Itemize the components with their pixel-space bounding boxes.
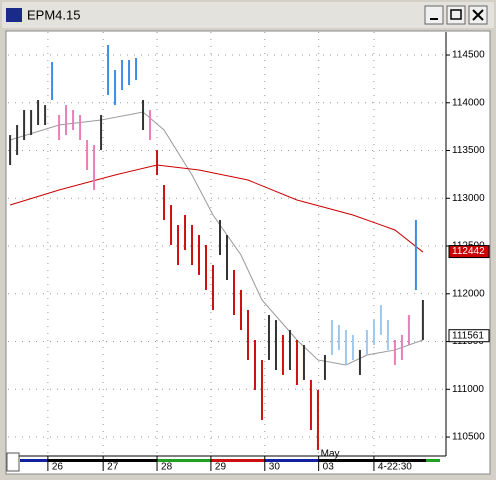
strip-seg [157,459,211,462]
bars [9,44,424,450]
moving-average [9,164,424,253]
chart-panel [5,30,491,475]
y-tick-label: 111000 [452,384,484,395]
price-label-box [448,329,490,343]
x-tick-label: 28 [161,462,173,473]
strip-seg [426,459,440,462]
x-tick-label: 29 [215,462,227,473]
strip-seg [265,459,319,462]
strip-seg [20,459,48,462]
y-tick-label: 113500 [452,145,485,156]
window-buttons[interactable] [424,5,488,25]
y-tick-label: 114000 [452,97,485,108]
strip-seg [211,459,265,462]
maximize-icon [450,9,462,20]
strip-seg [319,459,374,462]
x-tick-label: 4-22:30 [378,462,412,473]
price-label-box [448,245,490,259]
y-tick-label: 114500 [452,50,485,61]
y-tick-label: 110500 [452,432,485,443]
close-icon [472,9,484,21]
price-label: 111561 [452,330,484,341]
price-label: 112442 [452,246,485,257]
time-strip [20,459,440,462]
scroll-box[interactable] [6,452,20,472]
x-tick-label: 03 [323,462,335,473]
strip-seg [48,459,157,462]
x-tick-label: 27 [107,462,119,473]
window-title: EPM4.15 [27,7,80,22]
maximize-button[interactable] [446,5,466,25]
app-icon [6,8,22,22]
x-tick-label: 30 [269,462,281,473]
y-tick-label: 113000 [452,193,485,204]
title-bar [2,2,494,28]
y-tick-label: 112000 [452,288,485,299]
x-tick-label: 26 [52,462,64,473]
month-label: May [321,449,340,460]
strip-seg [374,459,426,462]
minimize-button[interactable] [424,5,444,25]
